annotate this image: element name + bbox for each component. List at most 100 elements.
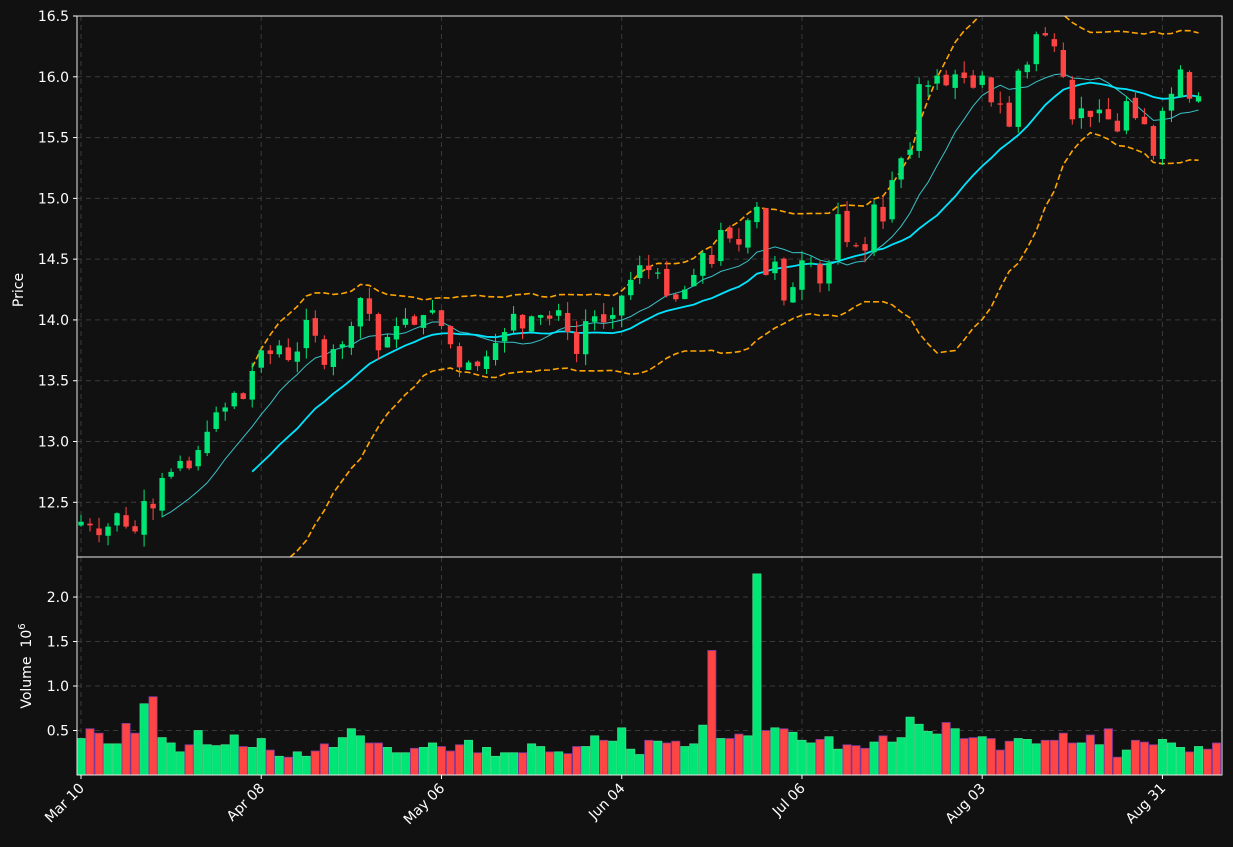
candle-body: [1141, 116, 1148, 125]
candle-body: [1123, 101, 1130, 131]
candle: [402, 308, 409, 328]
candle: [411, 314, 418, 326]
candle: [1168, 87, 1175, 123]
candle: [988, 76, 994, 107]
candle-body: [375, 314, 382, 351]
candle: [294, 342, 300, 373]
volume-axis-title: Volume 106: [17, 623, 35, 708]
candle-body: [123, 515, 129, 527]
candle: [537, 314, 544, 326]
price-ytick-label: 14.0: [38, 313, 69, 329]
candle: [1051, 33, 1057, 52]
candle: [736, 228, 742, 252]
candle-body: [267, 350, 273, 354]
candle-body: [799, 260, 805, 290]
candle: [1087, 110, 1094, 128]
candle-body: [1033, 34, 1039, 65]
volume-bar: [500, 752, 510, 776]
candle: [321, 335, 328, 370]
volume-bar: [94, 732, 104, 776]
candle-body: [1087, 110, 1094, 117]
candle-body: [835, 214, 841, 260]
candle: [474, 360, 481, 372]
candle: [501, 327, 508, 353]
volume-bar: [391, 752, 401, 776]
candle: [240, 392, 246, 400]
candle: [637, 255, 643, 285]
volume-bar: [1175, 747, 1185, 776]
candle-body: [348, 326, 355, 348]
volume-bar: [482, 747, 492, 776]
candle: [231, 391, 237, 410]
candle-body: [285, 347, 291, 361]
volume-bar: [680, 746, 690, 776]
candle: [772, 256, 778, 280]
candle-body: [970, 75, 976, 88]
candle-body: [1105, 109, 1112, 120]
volume-bar: [608, 740, 618, 776]
xtick-label: Aug 31: [1123, 781, 1169, 827]
candle: [1033, 31, 1039, 72]
candle: [871, 200, 877, 257]
candle-body: [817, 263, 823, 284]
volume-bar: [1139, 741, 1149, 776]
candle: [510, 306, 517, 334]
candle: [1132, 90, 1139, 120]
volume-ytick-label: 2.0: [47, 590, 69, 606]
volume-bar: [977, 736, 987, 776]
volume-bar: [1076, 742, 1086, 776]
volume-bar: [941, 722, 951, 776]
candle: [610, 307, 616, 329]
candle-body: [1186, 72, 1193, 99]
candle: [393, 317, 400, 348]
volume-bar: [986, 738, 996, 776]
candle: [132, 520, 138, 534]
candle: [519, 313, 526, 340]
candle-body: [195, 450, 201, 467]
candle-body: [465, 362, 472, 370]
x-axis: Mar 10 Apr 08 May 06 Jun 04 Jul 06 Aug 03 Aug …: [42, 775, 1169, 828]
candle-body: [628, 279, 634, 296]
candle: [664, 260, 670, 298]
volume-bar: [581, 746, 591, 776]
candle: [997, 91, 1003, 114]
candle: [366, 287, 373, 321]
candle-body: [646, 265, 652, 271]
candle: [844, 201, 850, 248]
volume-bar: [527, 743, 537, 776]
candle: [213, 406, 219, 432]
candle-body: [339, 344, 346, 348]
candle: [582, 309, 589, 366]
candle-body: [150, 503, 156, 509]
volume-bar: [364, 742, 374, 776]
candle: [889, 171, 895, 223]
candle-body: [925, 85, 931, 87]
candle-body: [727, 227, 733, 239]
candle-body: [988, 77, 994, 103]
candle-body: [682, 289, 688, 300]
volume-bar: [1040, 739, 1050, 776]
candle: [925, 80, 931, 97]
candle-body: [96, 528, 102, 536]
candle-body: [249, 370, 255, 400]
volume-bar: [860, 747, 870, 776]
candle: [862, 236, 868, 263]
candle: [727, 225, 733, 243]
volume-bar: [1212, 742, 1222, 776]
candle: [1024, 61, 1030, 79]
candle: [348, 321, 355, 355]
candle-body: [745, 220, 751, 248]
candle-body: [1006, 102, 1012, 127]
candle: [745, 218, 751, 254]
candle-body: [808, 262, 814, 264]
candle-body: [790, 287, 796, 303]
volume-bar: [968, 737, 978, 776]
volume-bar: [473, 752, 483, 776]
candle: [492, 333, 499, 366]
candlesticks: [78, 27, 1202, 547]
candle: [898, 156, 904, 189]
candle-body: [1132, 97, 1139, 119]
candle: [1114, 113, 1121, 133]
volume-bar: [229, 734, 239, 776]
